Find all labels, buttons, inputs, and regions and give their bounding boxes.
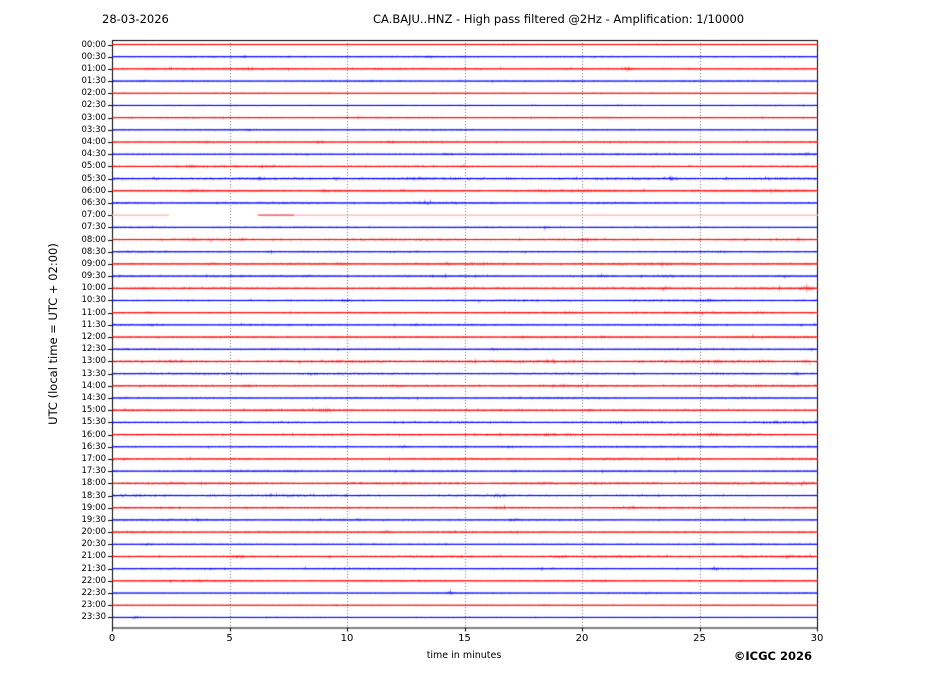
- y-tick-label: 09:30: [81, 271, 107, 282]
- x-tick-label: 5: [226, 633, 233, 644]
- y-tick-label: 22:00: [81, 575, 107, 586]
- y-tick-label: 03:00: [81, 112, 107, 123]
- y-tick-label: 12:00: [81, 332, 107, 343]
- x-tick-label: 30: [810, 633, 824, 644]
- y-tick-label: 10:30: [81, 295, 107, 306]
- y-tick-label: 23:30: [81, 612, 107, 623]
- x-axis-label: time in minutes: [426, 650, 502, 661]
- y-tick-label: 10:00: [81, 283, 107, 294]
- y-tick-label: 08:00: [81, 234, 107, 245]
- x-tick-label: 25: [693, 633, 706, 644]
- y-tick-label: 09:00: [81, 258, 107, 269]
- y-tick-label: 04:30: [81, 149, 107, 160]
- y-tick-label: 17:30: [81, 466, 107, 477]
- y-tick-label: 20:00: [81, 527, 107, 538]
- y-tick-label: 01:30: [81, 76, 107, 87]
- y-tick-label: 13:30: [81, 368, 107, 379]
- date-title: 28-03-2026: [102, 12, 169, 26]
- y-tick-label: 07:30: [81, 222, 107, 233]
- y-tick-label: 06:30: [81, 197, 107, 208]
- y-tick-label: 11:30: [81, 319, 107, 330]
- y-tick-label: 17:00: [81, 453, 107, 464]
- y-tick-label: 00:30: [81, 51, 107, 62]
- x-tick-label: 15: [458, 633, 471, 644]
- y-tick-label: 23:00: [81, 600, 107, 611]
- y-tick-label: 16:30: [81, 441, 107, 452]
- x-tick-label: 20: [575, 633, 589, 644]
- x-tick-label: 10: [340, 633, 354, 644]
- y-tick-label: 21:30: [81, 563, 107, 574]
- y-tick-label: 03:30: [81, 124, 107, 135]
- y-tick-label: 19:30: [81, 514, 107, 525]
- y-tick-label: 15:30: [81, 417, 107, 428]
- y-tick-label: 04:00: [81, 137, 107, 148]
- y-tick-label: 16:00: [81, 429, 107, 440]
- y-tick-label: 11:00: [81, 307, 107, 318]
- y-tick-label: 02:00: [81, 88, 107, 99]
- copyright-credit: ©ICGC 2026: [733, 649, 812, 663]
- page-title: CA.BAJU..HNZ - High pass filtered @2Hz -…: [373, 12, 745, 26]
- y-tick-label: 14:00: [81, 380, 107, 391]
- y-tick-label: 15:00: [81, 405, 107, 416]
- y-tick-label: 02:30: [81, 100, 107, 111]
- y-axis-label: UTC (local time = UTC + 02:00): [46, 243, 60, 425]
- x-tick-label: 0: [108, 633, 116, 644]
- y-tick-label: 08:30: [81, 246, 107, 257]
- y-tick-label: 12:30: [81, 344, 107, 355]
- y-tick-label: 00:00: [81, 39, 107, 50]
- y-tick-label: 05:00: [81, 161, 107, 172]
- y-tick-label: 01:00: [81, 63, 107, 74]
- y-tick-label: 20:30: [81, 539, 107, 550]
- y-tick-label: 18:30: [81, 490, 107, 501]
- y-tick-label: 22:30: [81, 588, 107, 599]
- y-tick-label: 18:00: [81, 478, 107, 489]
- y-tick-label: 07:00: [81, 210, 107, 221]
- y-tick-label: 14:30: [81, 393, 107, 403]
- y-tick-label: 19:00: [81, 502, 107, 513]
- y-tick-label: 06:00: [81, 185, 107, 196]
- y-tick-label: 21:00: [81, 551, 107, 562]
- y-tick-label: 05:30: [81, 173, 107, 184]
- y-tick-label: 13:00: [81, 356, 107, 367]
